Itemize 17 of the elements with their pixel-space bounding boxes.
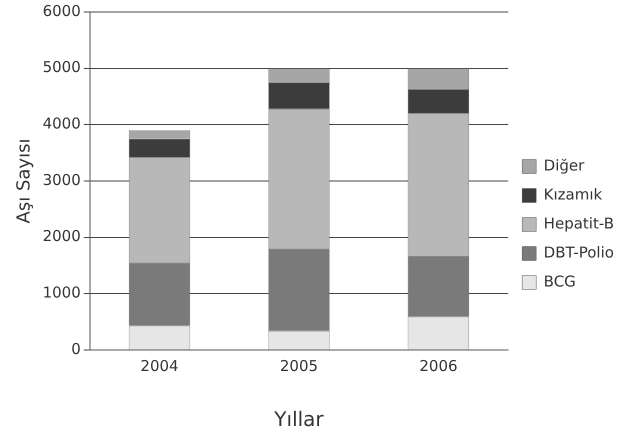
x-tick-label: 2006 — [419, 356, 458, 375]
y-tick-label: 6000 — [42, 2, 81, 20]
x-tick-label: 2005 — [280, 356, 318, 375]
y-tick-label: 5000 — [42, 58, 81, 76]
y-axis-title: Aşı Sayısı — [13, 138, 34, 224]
y-tick-label: 3000 — [42, 170, 81, 189]
x-axis-title: Yıllar — [273, 407, 324, 432]
x-tick-label: 2004 — [140, 356, 179, 375]
y-tick-label: 2000 — [42, 227, 81, 246]
y-tick-label: 1000 — [42, 284, 81, 302]
y-tick-label: 0 — [71, 340, 81, 358]
y-tick-label: 4000 — [42, 114, 81, 133]
legend-label: DBT-Polio — [544, 243, 614, 262]
legend-label: BCG — [544, 272, 576, 290]
legend-label: Hepatit-B — [544, 214, 614, 232]
legend-label: Diğer — [544, 156, 586, 174]
legend-label: Kızamık — [544, 185, 603, 204]
